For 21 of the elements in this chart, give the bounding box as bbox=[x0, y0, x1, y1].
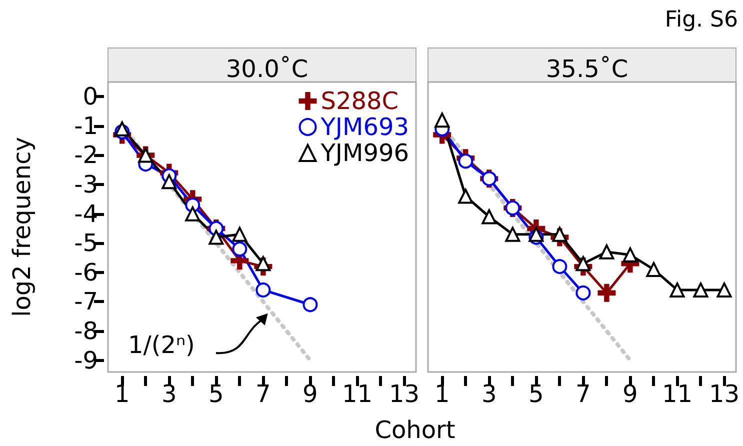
legend-label: S288C bbox=[320, 87, 399, 115]
x-tick-label: 11 bbox=[342, 380, 372, 408]
caption: Fig. S6 bbox=[664, 8, 738, 32]
x-tick-label: 9 bbox=[622, 380, 638, 408]
x-tick-label: 9 bbox=[302, 380, 318, 408]
x-tick-label: 11 bbox=[662, 380, 692, 408]
legend-label: YJM693 bbox=[320, 113, 410, 141]
x-axis-title: Cohort bbox=[374, 416, 456, 444]
y-tick-label: -2 bbox=[74, 141, 98, 170]
y-tick-label: -7 bbox=[74, 288, 98, 316]
annotation: 1/(2ⁿ) bbox=[128, 331, 195, 359]
y-tick-label: -3 bbox=[74, 170, 98, 199]
y-tick-label: -8 bbox=[74, 316, 98, 345]
x-tick-label: 13 bbox=[708, 380, 740, 408]
legend-label: YJM996 bbox=[320, 139, 410, 167]
y-tick-label: -1 bbox=[74, 112, 98, 140]
x-tick-label: 13 bbox=[388, 380, 420, 408]
y-axis-title: log2 frequency bbox=[8, 137, 36, 317]
y-tick-label: -4 bbox=[74, 200, 98, 228]
chart-title: 35.5˚C bbox=[546, 55, 628, 83]
chart-title: 30.0˚C bbox=[226, 55, 308, 83]
